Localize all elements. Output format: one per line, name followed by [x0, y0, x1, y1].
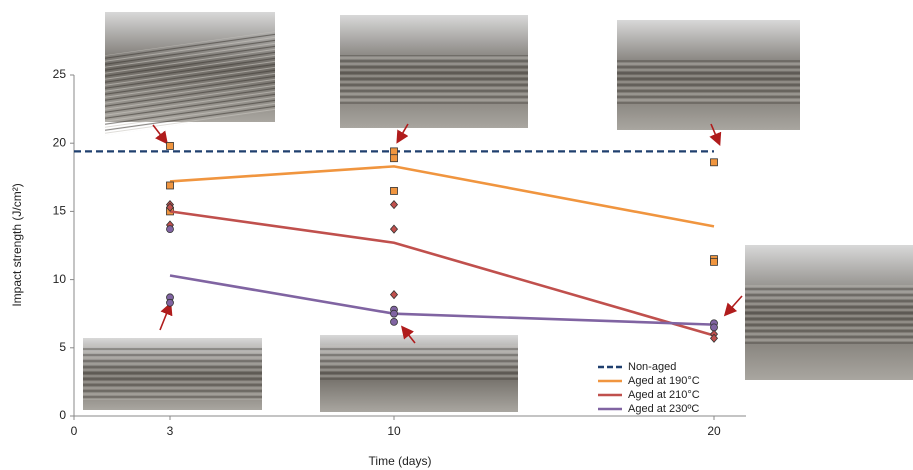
series — [167, 142, 718, 265]
data-point — [391, 291, 398, 299]
photos — [83, 12, 913, 412]
x-tick-label: 0 — [71, 424, 78, 438]
legend-label: Aged at 230ºC — [628, 403, 699, 415]
data-point — [167, 226, 174, 233]
data-point — [711, 159, 718, 166]
y-tick-label: 0 — [59, 408, 66, 422]
data-point — [391, 187, 398, 194]
x-axis-label: Time (days) — [369, 454, 432, 468]
data-point — [391, 318, 398, 325]
photo — [320, 345, 518, 380]
photo — [83, 345, 262, 400]
legend: Non-aged Aged at 190°C Aged at 210°C Aged a… — [598, 361, 700, 415]
legend-label: Aged at 190°C — [628, 375, 700, 387]
chart: Impact strength (J/cm²) Time (days) 0 5 10… — [0, 0, 913, 470]
y-tick-label: 10 — [53, 272, 67, 286]
data-point — [711, 324, 718, 331]
series — [167, 226, 718, 331]
y-tick-label: 5 — [59, 340, 66, 354]
data-point — [167, 182, 174, 189]
y-axis-label: Impact strength (J/cm²) — [10, 183, 24, 306]
legend-label: Aged at 210°C — [628, 389, 700, 401]
series-line — [170, 211, 714, 335]
y-tick-label: 15 — [53, 204, 67, 218]
photo — [617, 60, 800, 105]
photo — [745, 285, 913, 345]
arrows — [153, 124, 742, 343]
y-tick-label: 20 — [53, 135, 67, 149]
data-point — [391, 148, 398, 155]
series-line — [170, 166, 714, 226]
x-tick-label: 3 — [167, 424, 174, 438]
data-point — [167, 299, 174, 306]
y-tick-label: 25 — [53, 67, 67, 81]
arrow — [726, 296, 742, 314]
data-point — [391, 155, 398, 162]
data-point — [391, 201, 398, 209]
data-point — [391, 310, 398, 317]
data-point — [167, 142, 174, 149]
x-tick-label: 10 — [387, 424, 401, 438]
series-line — [170, 276, 714, 325]
x-tick-label: 20 — [707, 424, 721, 438]
data-point — [391, 225, 398, 233]
photo — [340, 55, 528, 105]
arrow — [160, 305, 170, 330]
legend-label: Non-aged — [628, 361, 676, 373]
data-point — [711, 258, 718, 265]
